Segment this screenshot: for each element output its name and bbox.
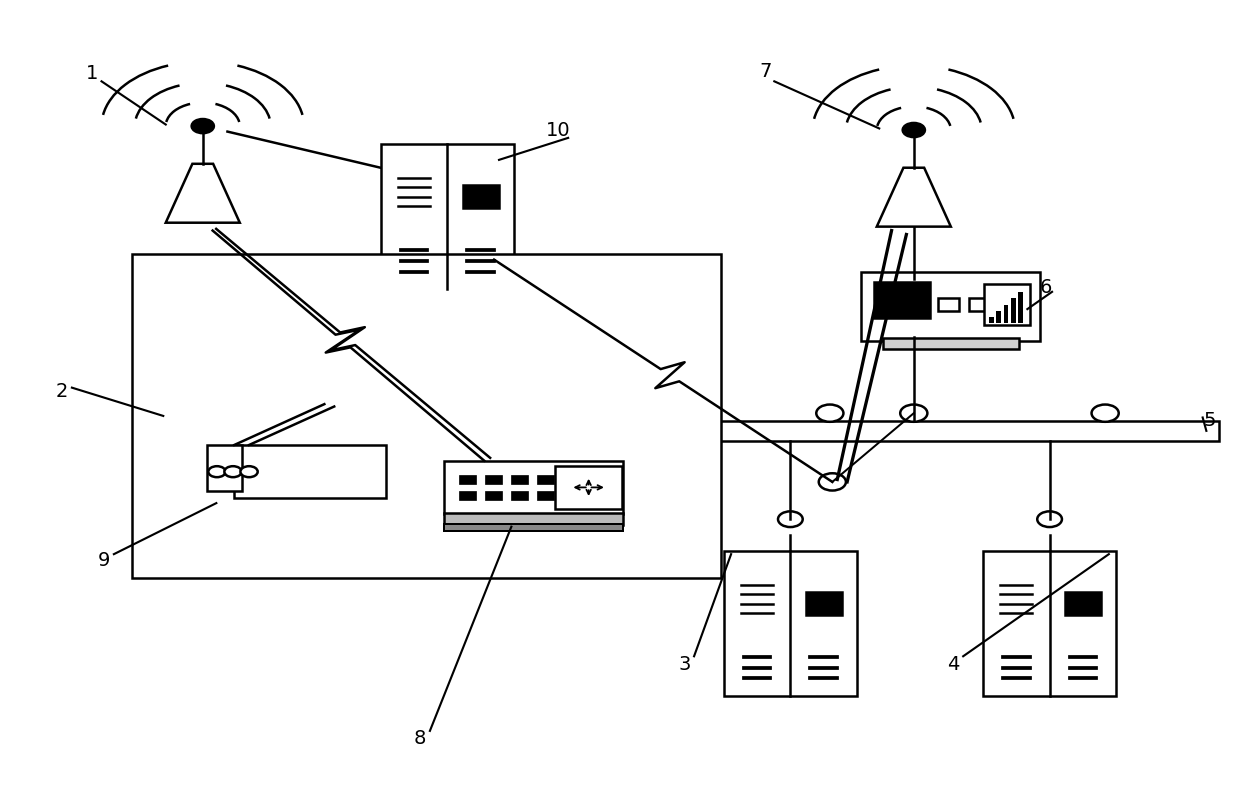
Text: 8: 8 bbox=[414, 729, 427, 748]
Circle shape bbox=[208, 466, 226, 477]
Bar bbox=[983, 551, 1116, 696]
Circle shape bbox=[224, 466, 242, 477]
Bar bbox=[939, 297, 959, 311]
Bar bbox=[444, 460, 622, 514]
Bar bbox=[444, 524, 622, 532]
Circle shape bbox=[1091, 404, 1118, 422]
Text: 6: 6 bbox=[1039, 278, 1052, 297]
Bar bbox=[709, 421, 1219, 441]
Bar bbox=[485, 490, 502, 500]
Bar bbox=[207, 445, 242, 490]
Bar bbox=[1003, 305, 1008, 323]
Text: 9: 9 bbox=[98, 551, 110, 570]
Text: 7: 7 bbox=[759, 62, 771, 81]
Text: 5: 5 bbox=[1204, 411, 1216, 430]
Bar bbox=[459, 475, 476, 484]
Bar bbox=[724, 551, 857, 696]
Polygon shape bbox=[877, 168, 951, 227]
Bar bbox=[459, 490, 476, 500]
Bar bbox=[996, 311, 1001, 323]
Bar bbox=[1018, 292, 1023, 323]
Bar bbox=[988, 317, 993, 323]
Bar bbox=[511, 475, 528, 484]
Text: 10: 10 bbox=[546, 120, 570, 139]
Bar bbox=[133, 254, 722, 577]
Bar bbox=[381, 144, 513, 289]
Bar bbox=[556, 466, 622, 509]
Polygon shape bbox=[166, 164, 239, 223]
Text: 4: 4 bbox=[947, 655, 960, 674]
Bar bbox=[444, 513, 622, 525]
Text: 1: 1 bbox=[86, 64, 98, 83]
Bar bbox=[806, 592, 842, 615]
Bar bbox=[968, 297, 990, 311]
Circle shape bbox=[1037, 511, 1061, 527]
Text: 3: 3 bbox=[678, 655, 691, 674]
Bar bbox=[511, 490, 528, 500]
Circle shape bbox=[777, 511, 802, 527]
Bar bbox=[234, 445, 386, 498]
Circle shape bbox=[241, 466, 258, 477]
Bar bbox=[862, 272, 1040, 341]
Circle shape bbox=[816, 404, 843, 422]
Bar bbox=[883, 339, 1019, 349]
Bar bbox=[485, 475, 502, 484]
Bar bbox=[463, 185, 498, 208]
Circle shape bbox=[903, 123, 925, 137]
Bar bbox=[874, 282, 930, 318]
Text: 2: 2 bbox=[56, 382, 68, 401]
Bar bbox=[1011, 298, 1016, 323]
Circle shape bbox=[818, 473, 846, 490]
Circle shape bbox=[900, 404, 928, 422]
Bar bbox=[537, 490, 554, 500]
Bar bbox=[1065, 592, 1101, 615]
Bar bbox=[985, 284, 1030, 325]
Circle shape bbox=[192, 119, 213, 133]
Bar bbox=[537, 475, 554, 484]
